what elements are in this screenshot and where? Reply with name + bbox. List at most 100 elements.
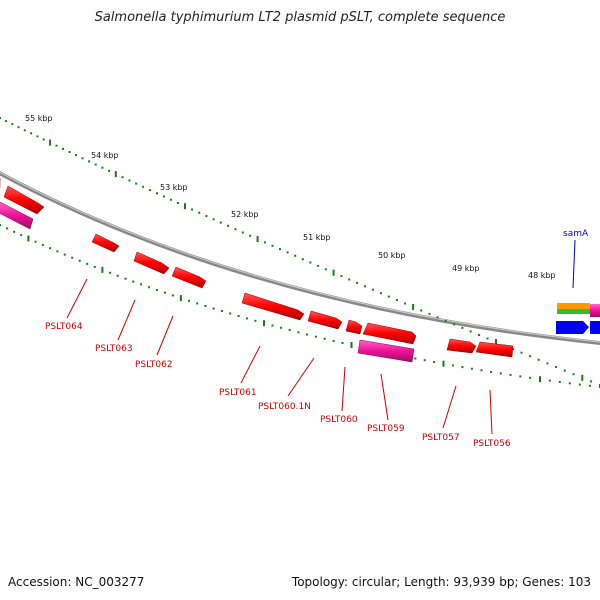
leader-line [489, 389, 493, 435]
cds-orange-bar[interactable] [557, 303, 590, 309]
minor-tick-mark [34, 240, 37, 243]
minor-tick-mark [135, 182, 138, 185]
minor-tick-mark [101, 166, 104, 169]
cds-blue-bar[interactable] [590, 321, 600, 334]
minor-tick-mark [356, 281, 359, 284]
backbone-arc-highlight [0, 171, 600, 343]
minor-tick-mark [451, 364, 454, 367]
minor-tick-mark [323, 337, 326, 340]
gene-arrow[interactable] [171, 266, 207, 289]
minor-tick-mark [563, 369, 566, 372]
minor-tick-mark [237, 315, 240, 317]
minor-tick-mark [163, 291, 166, 294]
minor-tick-mark [478, 334, 481, 336]
minor-tick-mark [41, 244, 44, 246]
minor-tick-mark [191, 208, 194, 211]
minor-tick-mark [6, 227, 8, 230]
minor-tick-mark [86, 262, 89, 265]
major-tick-mark [256, 236, 259, 243]
map-title: Salmonella typhimurium LT2 plasmid pSLT,… [94, 10, 506, 25]
minor-tick-mark [171, 294, 174, 297]
minor-tick-mark [572, 373, 575, 376]
minor-tick-mark [220, 310, 223, 312]
minor-tick-mark [108, 169, 111, 172]
gene-label-PSLT060.1N: PSLT060.1N [258, 402, 311, 412]
major-tick-mark [49, 139, 52, 146]
leader-line [240, 345, 261, 384]
minor-tick-mark [520, 351, 523, 354]
minor-tick-mark [116, 274, 119, 277]
gene-arrow[interactable] [133, 251, 170, 275]
gene-arrow[interactable] [307, 310, 343, 330]
minor-tick-mark [499, 372, 502, 375]
leader-line [287, 357, 315, 397]
feature-track: samA [556, 229, 600, 334]
minor-tick-mark [324, 268, 327, 271]
minor-tick-mark [246, 317, 248, 320]
minor-tick-mark [364, 285, 366, 288]
minor-tick-mark [62, 147, 64, 150]
major-tick-mark [581, 374, 584, 381]
minor-tick-mark [71, 256, 74, 259]
minor-tick-mark [140, 283, 143, 286]
minor-tick-mark [13, 230, 16, 233]
leader-line [341, 366, 346, 412]
leader-line [380, 373, 389, 421]
major-tick-mark [332, 269, 335, 276]
minor-tick-mark [529, 376, 532, 379]
gene-arrow-pink[interactable] [0, 201, 34, 230]
minor-tick-mark [314, 335, 317, 338]
gene-arrow[interactable] [362, 322, 417, 345]
cds-green-bar[interactable] [557, 309, 590, 314]
gene-pink-bar[interactable] [590, 304, 600, 317]
minor-tick-mark [271, 324, 274, 327]
gene-arrow[interactable] [3, 185, 45, 215]
minor-tick-mark [142, 185, 145, 188]
minor-tick-mark [36, 135, 39, 138]
minor-tick-mark [433, 361, 436, 363]
gene-arrow[interactable] [475, 341, 514, 358]
minor-tick-mark [196, 302, 199, 305]
minor-tick-mark [286, 251, 289, 254]
minor-tick-mark [588, 384, 591, 387]
inner-tick-ring [0, 224, 600, 388]
accession-text: Accession: NC_003277 [8, 575, 145, 589]
topology-summary: Topology: circular; Length: 93,939 bp; G… [291, 575, 591, 589]
gene-arrow[interactable] [91, 233, 120, 253]
minor-tick-mark [294, 254, 297, 257]
minor-tick-mark [537, 358, 540, 361]
minor-tick-mark [132, 280, 135, 283]
gene-label-PSLT061: PSLT061 [219, 388, 257, 398]
minor-tick-mark [109, 271, 112, 274]
gene-arrow[interactable] [345, 319, 363, 335]
minor-tick-mark [78, 259, 81, 262]
minor-tick-mark [423, 359, 426, 362]
minor-tick-mark [94, 163, 97, 166]
gene-arrow-pink[interactable] [357, 339, 415, 363]
minor-tick-mark [93, 265, 96, 268]
minor-tick-mark [387, 295, 390, 298]
cds-blue-arrow[interactable] [556, 321, 589, 334]
minor-tick-mark [68, 151, 71, 153]
minor-tick-mark [490, 370, 493, 373]
minor-tick-mark [548, 379, 551, 382]
feature-label-samA: samA [563, 229, 589, 239]
leader-line [156, 315, 174, 356]
minor-tick-mark [280, 326, 283, 329]
minor-tick-mark [558, 380, 561, 383]
major-tick-mark [442, 360, 445, 367]
minor-tick-mark [30, 132, 33, 135]
major-tick-mark [179, 295, 182, 302]
tick-label-54kbp: 54 kbp [91, 151, 119, 160]
minor-tick-mark [234, 228, 237, 231]
minor-tick-mark [341, 342, 344, 344]
tick-labels: 55 kbp 54 kbp 53 kbp 52 kbp 51 kbp 50 kb… [25, 114, 556, 280]
minor-tick-mark [428, 312, 431, 315]
tick-label-52kbp: 52 kbp [231, 210, 259, 219]
gene-arrow[interactable] [446, 338, 477, 354]
minor-tick-mark [486, 337, 489, 340]
minor-tick-mark [128, 179, 131, 182]
minor-tick-mark [219, 221, 222, 224]
minor-tick-mark [414, 357, 417, 360]
gene-arrow[interactable] [241, 292, 305, 321]
